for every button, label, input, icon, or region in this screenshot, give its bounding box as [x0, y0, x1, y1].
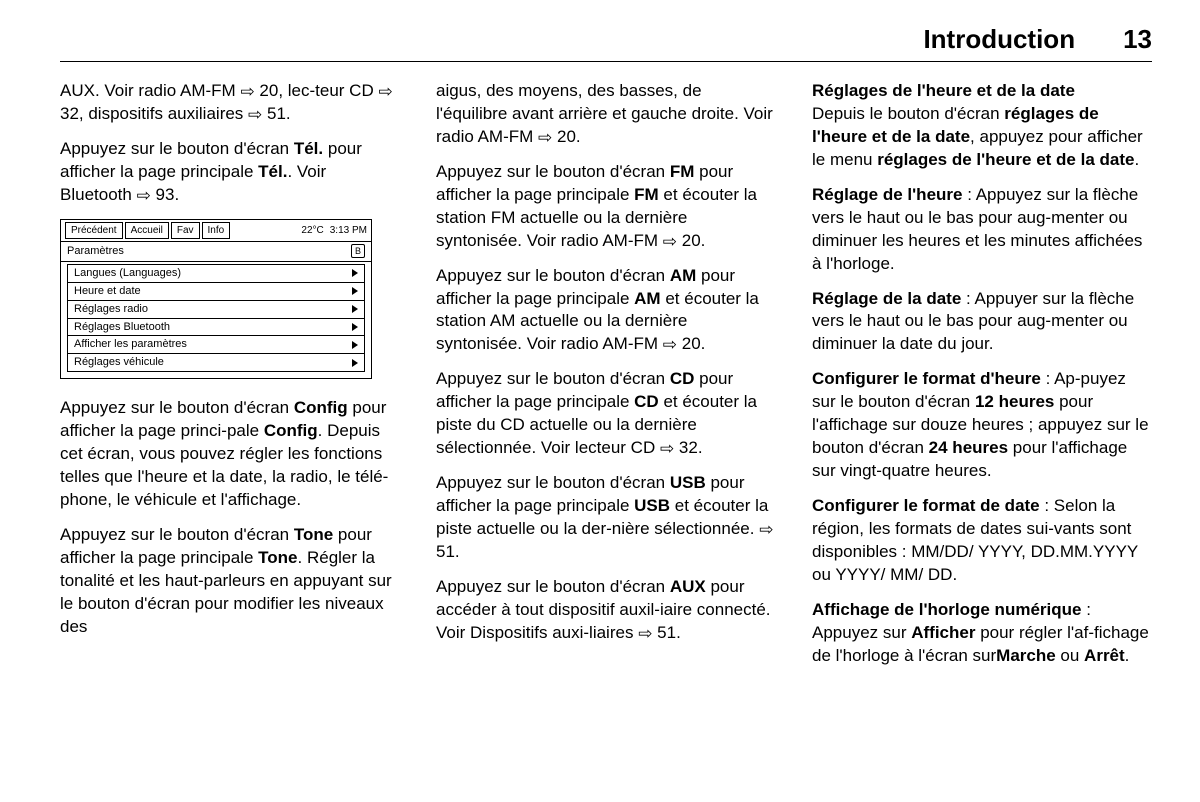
page-header: Introduction 13 — [60, 24, 1152, 62]
menu-row: Réglages Bluetooth — [67, 319, 365, 337]
menu-row: Réglages véhicule — [67, 354, 365, 372]
column-2: aigus, des moyens, des basses, de l'équi… — [436, 80, 776, 680]
col2-p4: Appuyez sur le bouton d'écran CD pour af… — [436, 368, 776, 460]
col3-h1: Réglages de l'heure et de la date — [812, 80, 1152, 103]
screenshot-time: 3:13 PM — [326, 224, 367, 238]
chevron-right-icon — [352, 341, 358, 349]
chevron-right-icon — [352, 323, 358, 331]
col2-p1: aigus, des moyens, des basses, de l'équi… — [436, 80, 776, 149]
col2-p5: Appuyez sur le bouton d'écran USB pour a… — [436, 472, 776, 564]
header-title: Introduction — [923, 24, 1075, 55]
col3-p6: Affichage de l'horloge numérique : Appuy… — [812, 599, 1152, 668]
xref-arrow-icon: ⇨ — [663, 334, 677, 357]
menu-row: Afficher les paramètres — [67, 336, 365, 354]
col1-p4: Appuyez sur le bouton d'écran Tone pour … — [60, 524, 400, 639]
col1-p3: Appuyez sur le bouton d'écran Config pou… — [60, 397, 400, 512]
screenshot-topbar: Précédent Accueil Fav Info 22°C 3:13 PM — [61, 220, 371, 243]
chevron-right-icon — [352, 305, 358, 313]
col2-p2: Appuyez sur le bouton d'écran FM pour af… — [436, 161, 776, 253]
xref-arrow-icon: ⇨ — [663, 231, 677, 254]
screenshot-subhead: Paramètres B — [61, 242, 371, 262]
xref-arrow-icon: ⇨ — [137, 185, 151, 208]
tab-info: Info — [202, 222, 231, 240]
screenshot-temp: 22°C — [297, 224, 323, 238]
menu-row: Réglages radio — [67, 301, 365, 319]
tab-accueil: Accueil — [125, 222, 169, 240]
screenshot-menu: Langues (Languages) Heure et date Réglag… — [61, 262, 371, 378]
manual-page: Introduction 13 AUX. Voir radio AM-FM ⇨ … — [0, 0, 1200, 802]
col3-p3: Réglage de la date : Appuyer sur la flèc… — [812, 288, 1152, 357]
chevron-right-icon — [352, 269, 358, 277]
xref-arrow-icon: ⇨ — [240, 81, 254, 104]
col1-p2: Appuyez sur le bouton d'écran Tél. pour … — [60, 138, 400, 207]
col3-p5: Configurer le format de date : Selon la … — [812, 495, 1152, 587]
menu-row: Heure et date — [67, 283, 365, 301]
settings-screenshot: Précédent Accueil Fav Info 22°C 3:13 PM … — [60, 219, 372, 379]
col1-p1: AUX. Voir radio AM-FM ⇨ 20, lec-teur CD … — [60, 80, 400, 126]
col3-p4: Configurer le format d'heure : Ap-puyez … — [812, 368, 1152, 483]
chevron-right-icon — [352, 287, 358, 295]
tab-precedent: Précédent — [65, 222, 123, 240]
col2-p3: Appuyez sur le bouton d'écran AM pour af… — [436, 265, 776, 357]
bluetooth-icon: B — [351, 244, 365, 258]
col2-p6: Appuyez sur le bouton d'écran AUX pour a… — [436, 576, 776, 645]
chevron-right-icon — [352, 359, 358, 367]
xref-arrow-icon: ⇨ — [638, 623, 652, 646]
xref-arrow-icon: ⇨ — [538, 127, 552, 150]
xref-arrow-icon: ⇨ — [660, 438, 674, 461]
xref-arrow-icon: ⇨ — [378, 81, 392, 104]
xref-arrow-icon: ⇨ — [759, 519, 773, 542]
col3-p2: Réglage de l'heure : Appuyez sur la flèc… — [812, 184, 1152, 276]
tab-fav: Fav — [171, 222, 200, 240]
menu-row: Langues (Languages) — [67, 264, 365, 283]
col3-p1: Depuis le bouton d'écran réglages de l'h… — [812, 103, 1152, 172]
column-1: AUX. Voir radio AM-FM ⇨ 20, lec-teur CD … — [60, 80, 400, 680]
header-page-number: 13 — [1123, 24, 1152, 55]
xref-arrow-icon: ⇨ — [248, 104, 262, 127]
column-3: Réglages de l'heure et de la date Depuis… — [812, 80, 1152, 680]
content-columns: AUX. Voir radio AM-FM ⇨ 20, lec-teur CD … — [60, 80, 1152, 680]
